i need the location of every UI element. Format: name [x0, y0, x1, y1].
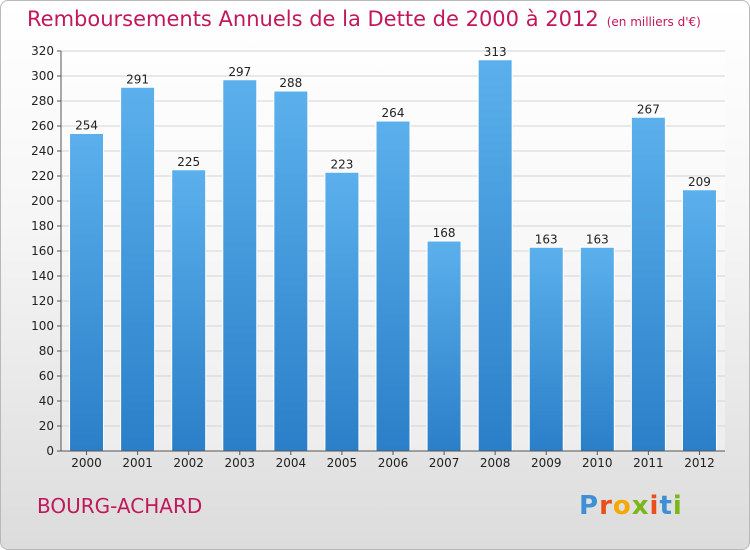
- bar[interactable]: [273, 90, 309, 452]
- logo-letter: t: [659, 491, 673, 521]
- x-tick-label: 2006: [378, 456, 409, 470]
- y-tick-label: 120: [31, 294, 54, 308]
- chart-subtitle: (en milliers d'€): [606, 15, 701, 29]
- logo-letter: r: [599, 491, 613, 521]
- y-tick-label: 260: [31, 119, 54, 133]
- x-tick-label: 2004: [276, 456, 307, 470]
- bar-value-label: 288: [279, 76, 302, 90]
- y-tick-label: 140: [31, 269, 54, 283]
- x-tick-label: 2012: [684, 456, 715, 470]
- y-tick-label: 80: [39, 344, 54, 358]
- y-tick-label: 300: [31, 69, 54, 83]
- y-tick-label: 280: [31, 94, 54, 108]
- y-tick-label: 240: [31, 144, 54, 158]
- x-tick-label: 2011: [633, 456, 664, 470]
- bar-value-label: 291: [126, 72, 149, 86]
- bar-value-label: 168: [433, 226, 456, 240]
- y-tick-label: 40: [39, 394, 54, 408]
- bar-value-label: 225: [177, 155, 200, 169]
- bar[interactable]: [426, 240, 462, 452]
- x-tick-label: 2007: [429, 456, 460, 470]
- bar-value-label: 209: [688, 175, 711, 189]
- bar[interactable]: [171, 169, 207, 452]
- logo-letter: i: [649, 491, 660, 521]
- bar-value-label: 163: [586, 232, 609, 246]
- bar[interactable]: [120, 86, 156, 452]
- logo-letter: o: [612, 491, 632, 521]
- x-tick-label: 2009: [531, 456, 562, 470]
- bar[interactable]: [375, 120, 411, 452]
- x-tick-label: 2010: [582, 456, 613, 470]
- x-tick-label: 2008: [480, 456, 511, 470]
- logo-letter: x: [631, 491, 650, 521]
- proxiti-logo[interactable]: Proxiti: [579, 491, 683, 521]
- bar[interactable]: [579, 246, 615, 452]
- logo-letter: i: [672, 491, 683, 521]
- logo-letter: P: [579, 491, 600, 521]
- bar[interactable]: [630, 116, 666, 452]
- city-name: BOURG-ACHARD: [37, 494, 203, 518]
- y-tick-label: 100: [31, 319, 54, 333]
- chart-title: Remboursements Annuels de la Dette de 20…: [27, 7, 701, 31]
- bar[interactable]: [324, 171, 360, 452]
- x-tick-label: 2000: [71, 456, 102, 470]
- y-tick-label: 200: [31, 194, 54, 208]
- x-tick-label: 2005: [327, 456, 358, 470]
- x-tick-label: 2001: [122, 456, 153, 470]
- y-tick-label: 180: [31, 219, 54, 233]
- y-tick-label: 320: [31, 44, 54, 58]
- bar-value-label: 264: [382, 106, 405, 120]
- y-tick-label: 160: [31, 244, 54, 258]
- y-tick-label: 0: [46, 444, 54, 458]
- bar[interactable]: [222, 79, 258, 452]
- bar[interactable]: [477, 59, 513, 452]
- x-tick-label: 2002: [173, 456, 204, 470]
- bar[interactable]: [681, 189, 717, 452]
- y-tick-label: 60: [39, 369, 54, 383]
- x-tick-label: 2003: [224, 456, 255, 470]
- bar[interactable]: [528, 246, 564, 452]
- y-tick-label: 220: [31, 169, 54, 183]
- bar-value-label: 297: [228, 65, 251, 79]
- bar-value-label: 313: [484, 45, 507, 59]
- bar[interactable]: [69, 133, 105, 452]
- bar-value-label: 163: [535, 232, 558, 246]
- bar-value-label: 223: [330, 157, 353, 171]
- y-tick-label: 20: [39, 419, 54, 433]
- bar-value-label: 254: [75, 119, 98, 133]
- bar-value-label: 267: [637, 102, 660, 116]
